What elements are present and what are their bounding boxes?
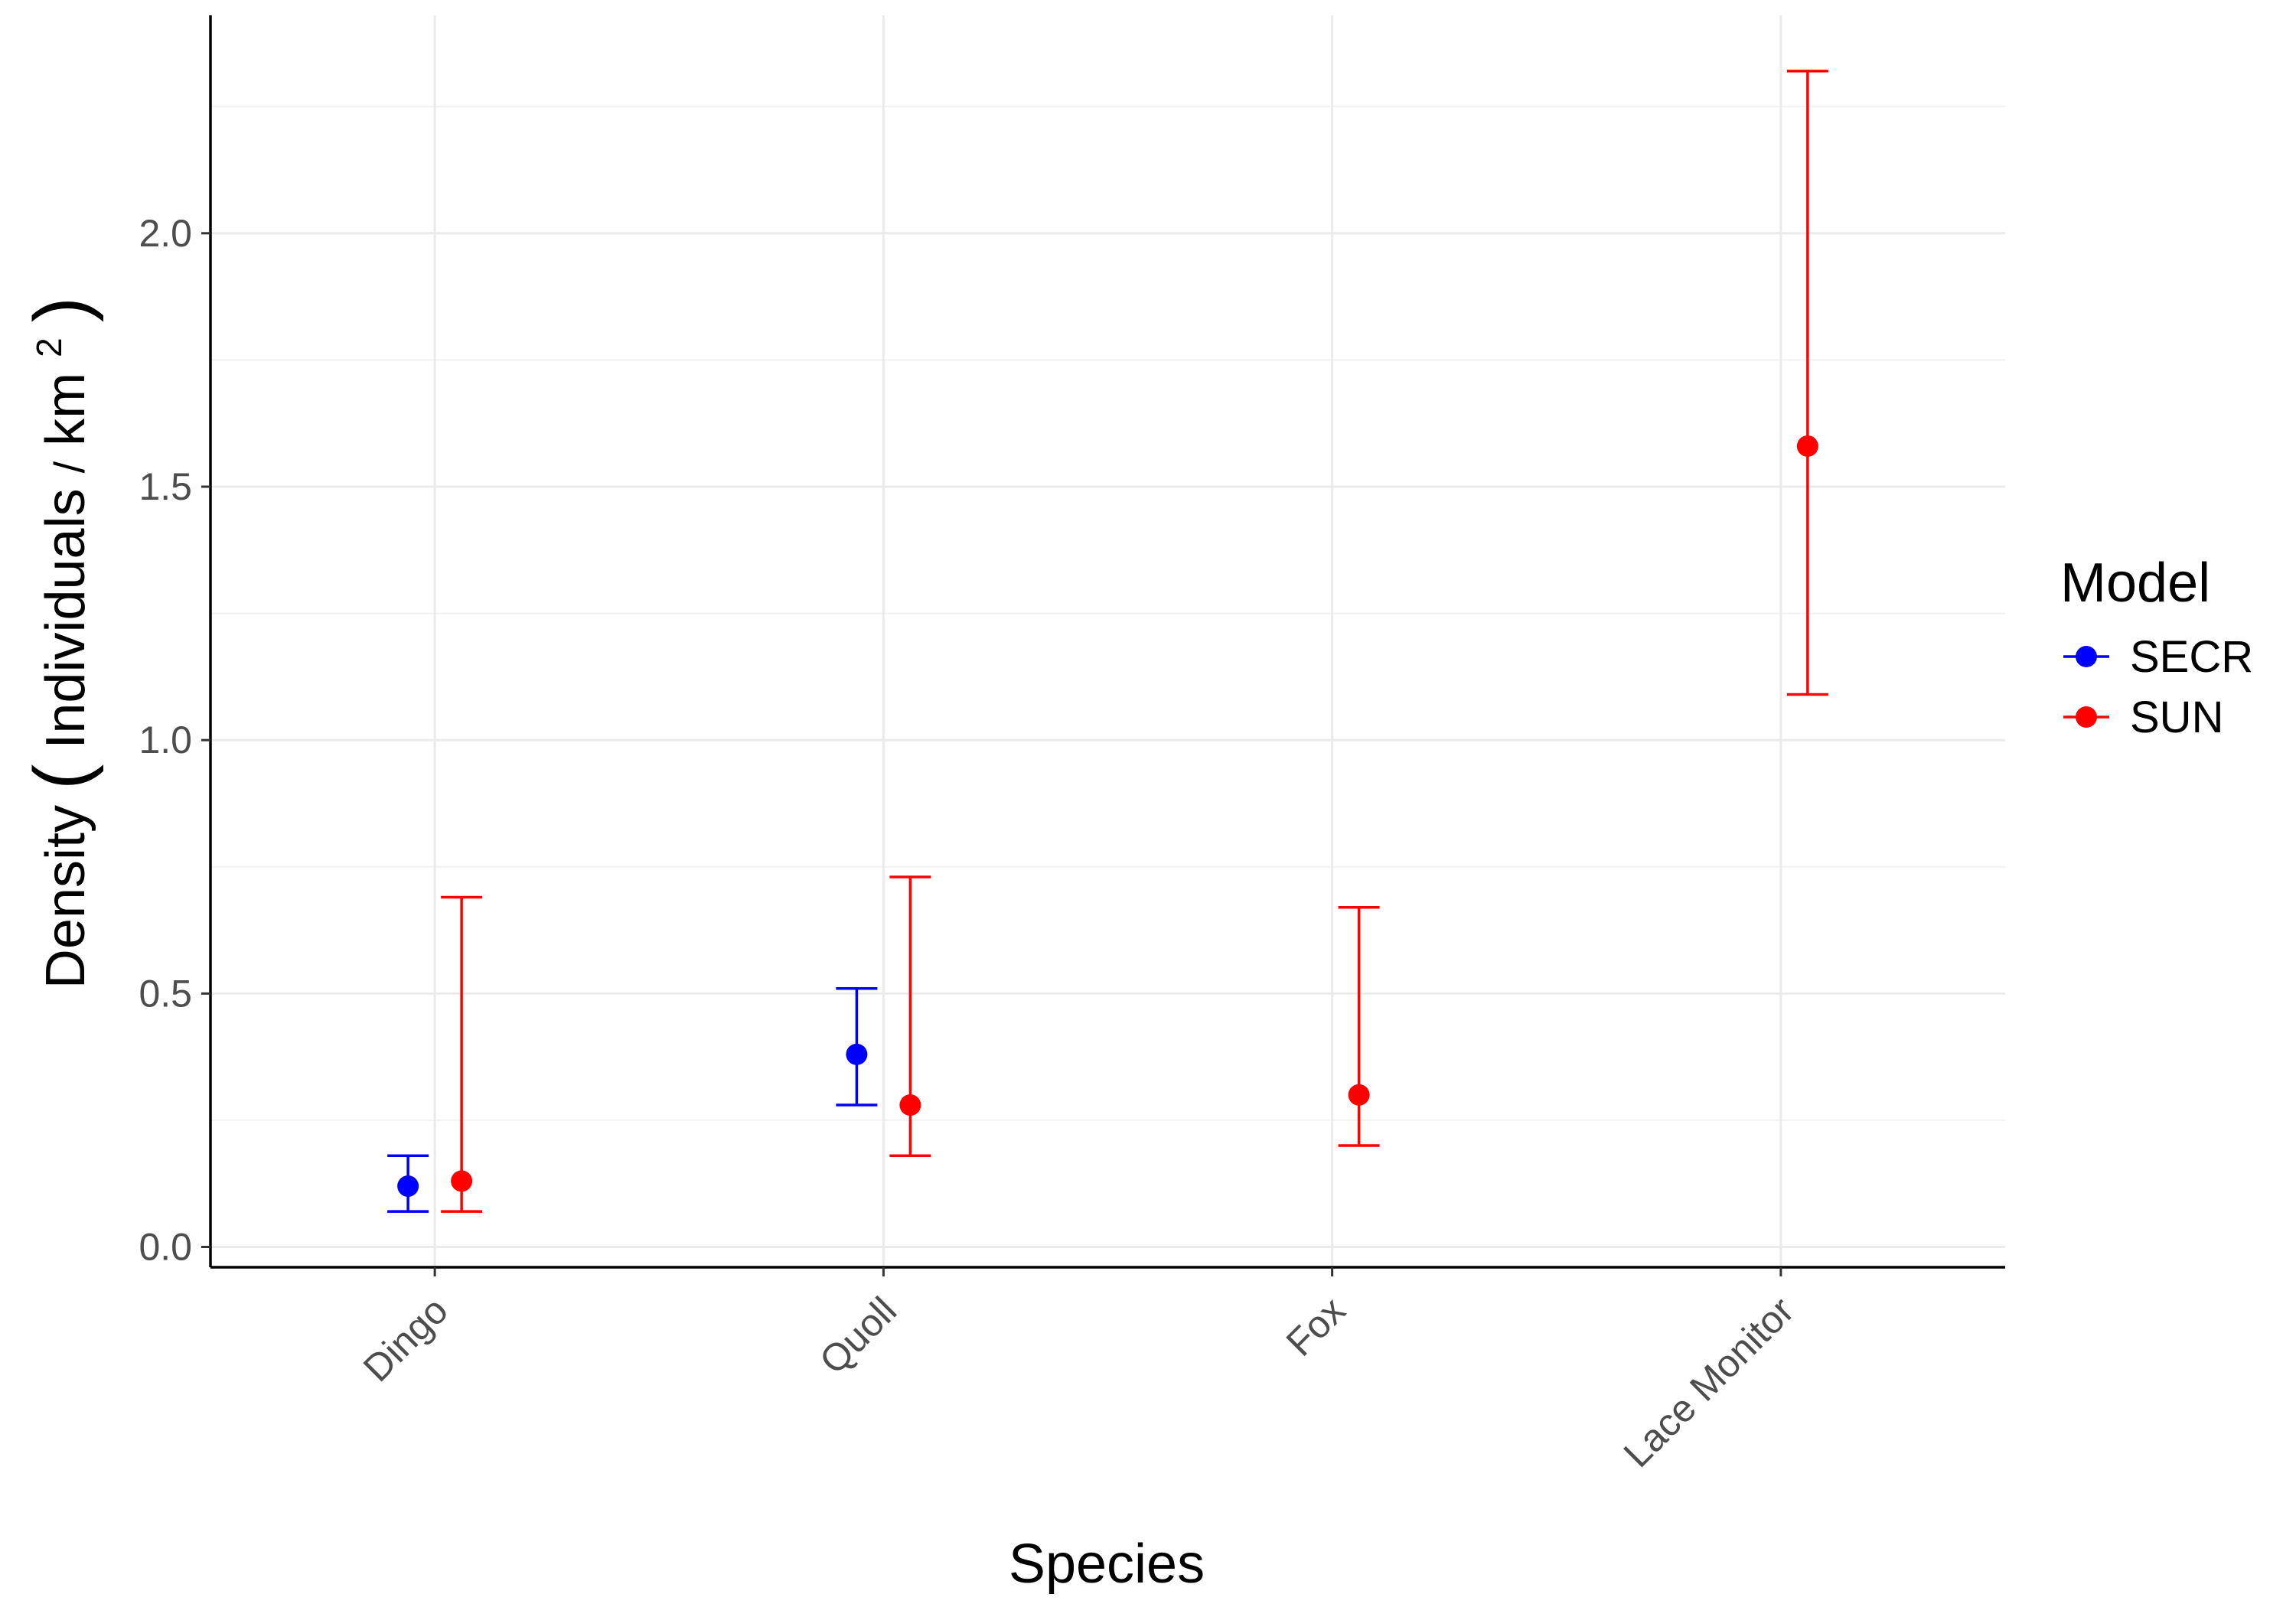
axes (209, 15, 2005, 1269)
y-axis-title-open-paren: ( (18, 764, 104, 790)
data-point (1796, 435, 1818, 457)
y-axis-title-unit-den: km (35, 373, 96, 446)
data-point (899, 1094, 921, 1116)
y-tick-label: 2.0 (139, 212, 192, 255)
axis-ticks: 0.0 0.5 1.0 1.5 2.0 Dingo Quoll Fox Lace Monitor (139, 212, 1802, 1475)
y-axis-title: Density ( Individuals / km 2 ) (12, 297, 104, 989)
y-axis-title-main: Density (35, 805, 96, 989)
x-tick-label: Dingo (355, 1289, 456, 1390)
data-series (387, 70, 1828, 1213)
x-tick-label: Lace Monitor (1616, 1289, 1802, 1475)
x-tick-label: Quoll (811, 1289, 905, 1382)
x-tick-label: Fox (1278, 1289, 1354, 1364)
y-axis-title-unit-num: Individuals (35, 488, 96, 748)
y-tick-label: 1.0 (139, 719, 192, 761)
legend-key-point (2076, 646, 2097, 667)
series-sun (441, 70, 1828, 1213)
legend-label: SUN (2130, 693, 2223, 742)
legend-key-point (2076, 706, 2097, 728)
data-point (397, 1175, 419, 1198)
y-axis-title-unit-exp: 2 (29, 337, 69, 357)
legend: Model SECR SUN (2060, 553, 2253, 742)
data-point (1348, 1084, 1370, 1106)
y-axis-title-close-paren: ) (18, 297, 104, 322)
grid-lines (210, 15, 2005, 1267)
y-tick-label: 0.5 (139, 972, 192, 1015)
legend-title: Model (2060, 553, 2210, 614)
x-axis-title: Species (1009, 1534, 1205, 1595)
svg-text:Density ( Individu: Density ( Individuals / km 2 ) (12, 297, 104, 989)
y-tick-label: 0.0 (139, 1226, 192, 1269)
data-point (451, 1170, 473, 1192)
series-secr (387, 986, 878, 1213)
data-point (846, 1043, 868, 1065)
legend-label: SECR (2130, 632, 2253, 682)
y-tick-label: 1.5 (139, 465, 192, 508)
y-axis-title-slash: / (45, 461, 93, 473)
